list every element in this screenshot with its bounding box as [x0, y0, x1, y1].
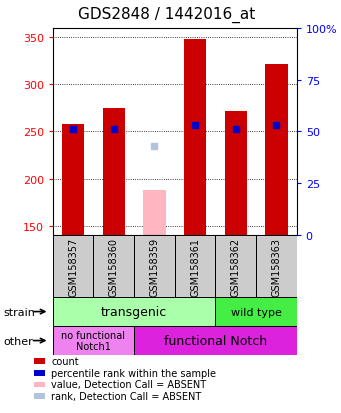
Bar	[256, 235, 297, 297]
Text: no functional
Notch1: no functional Notch1	[61, 330, 125, 351]
Bar	[93, 235, 134, 297]
Text: wild type: wild type	[231, 307, 281, 317]
Text: transgenic: transgenic	[101, 305, 167, 318]
Bar	[265, 64, 287, 235]
Bar	[134, 235, 175, 297]
Bar	[216, 235, 256, 297]
Bar	[53, 326, 134, 355]
Bar	[143, 190, 166, 235]
Bar	[224, 112, 247, 235]
Text: GSM158362: GSM158362	[231, 237, 241, 296]
Bar	[175, 235, 216, 297]
Bar	[103, 109, 125, 235]
Bar	[134, 326, 297, 355]
Bar	[184, 40, 206, 235]
Text: functional Notch: functional Notch	[164, 334, 267, 347]
Bar	[53, 297, 216, 326]
Text: strain: strain	[3, 307, 35, 317]
Bar	[53, 235, 93, 297]
Text: GSM158359: GSM158359	[149, 237, 160, 296]
Text: value, Detection Call = ABSENT: value, Detection Call = ABSENT	[51, 380, 206, 389]
Text: other: other	[3, 336, 33, 346]
Text: GSM158357: GSM158357	[68, 237, 78, 296]
Text: GSM158361: GSM158361	[190, 237, 200, 296]
Text: GSM158360: GSM158360	[109, 237, 119, 296]
Text: rank, Detection Call = ABSENT: rank, Detection Call = ABSENT	[51, 391, 202, 401]
Bar	[62, 125, 84, 235]
Text: percentile rank within the sample: percentile rank within the sample	[51, 368, 216, 378]
Text: count: count	[51, 356, 79, 366]
Bar	[216, 297, 297, 326]
Text: GDS2848 / 1442016_at: GDS2848 / 1442016_at	[78, 6, 256, 23]
Text: GSM158363: GSM158363	[271, 237, 281, 296]
